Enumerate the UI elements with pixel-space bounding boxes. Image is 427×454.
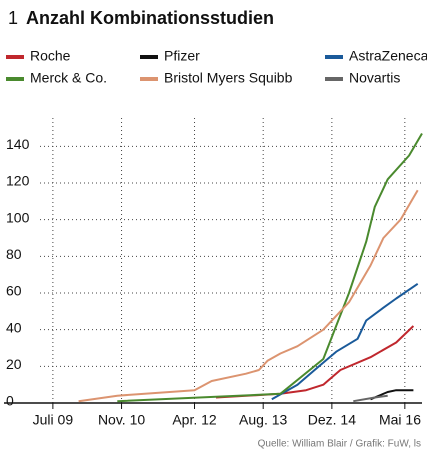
legend-label: Pfizer <box>164 48 200 64</box>
y-tick-label: 0 <box>6 393 14 409</box>
x-tick-label: Aug. 13 <box>239 412 287 428</box>
series-line <box>271 282 419 401</box>
legend-swatch <box>6 55 24 59</box>
legend-swatch <box>325 55 343 59</box>
chart-title: Anzahl Kombinationsstudien <box>26 8 274 28</box>
y-tick-label: 120 <box>6 173 30 189</box>
legend-swatch <box>325 77 343 81</box>
series-line <box>78 189 419 403</box>
legend-label: Merck & Co. <box>30 70 107 86</box>
y-tick-label: 40 <box>6 319 22 335</box>
series-line <box>117 132 423 403</box>
chart-number: 1 <box>8 8 18 28</box>
legend-swatch <box>140 77 158 81</box>
legend-swatch <box>140 55 158 59</box>
legend-swatch <box>6 77 24 81</box>
legend-label: Bristol Myers Squibb <box>164 70 293 86</box>
x-tick-label: Dez. 14 <box>308 412 356 428</box>
legend-label: Roche <box>30 48 71 64</box>
source: Quelle: William Blair / Grafik: FuW, ls <box>258 439 421 450</box>
x-tick-label: Apr. 12 <box>172 412 217 428</box>
series-line <box>215 325 415 399</box>
x-tick-label: Mai 16 <box>379 412 421 428</box>
y-tick-label: 140 <box>6 136 30 152</box>
series-line <box>353 394 388 403</box>
y-tick-label: 20 <box>6 356 22 372</box>
y-tick-label: 60 <box>6 283 22 299</box>
y-tick-label: 100 <box>6 209 30 225</box>
legend-label: AstraZeneca <box>349 48 427 64</box>
x-tick-label: Juli 09 <box>33 412 74 428</box>
y-tick-label: 80 <box>6 246 22 262</box>
series-line <box>370 389 414 401</box>
x-tick-label: Nov. 10 <box>98 412 145 428</box>
legend-label: Novartis <box>349 70 400 86</box>
